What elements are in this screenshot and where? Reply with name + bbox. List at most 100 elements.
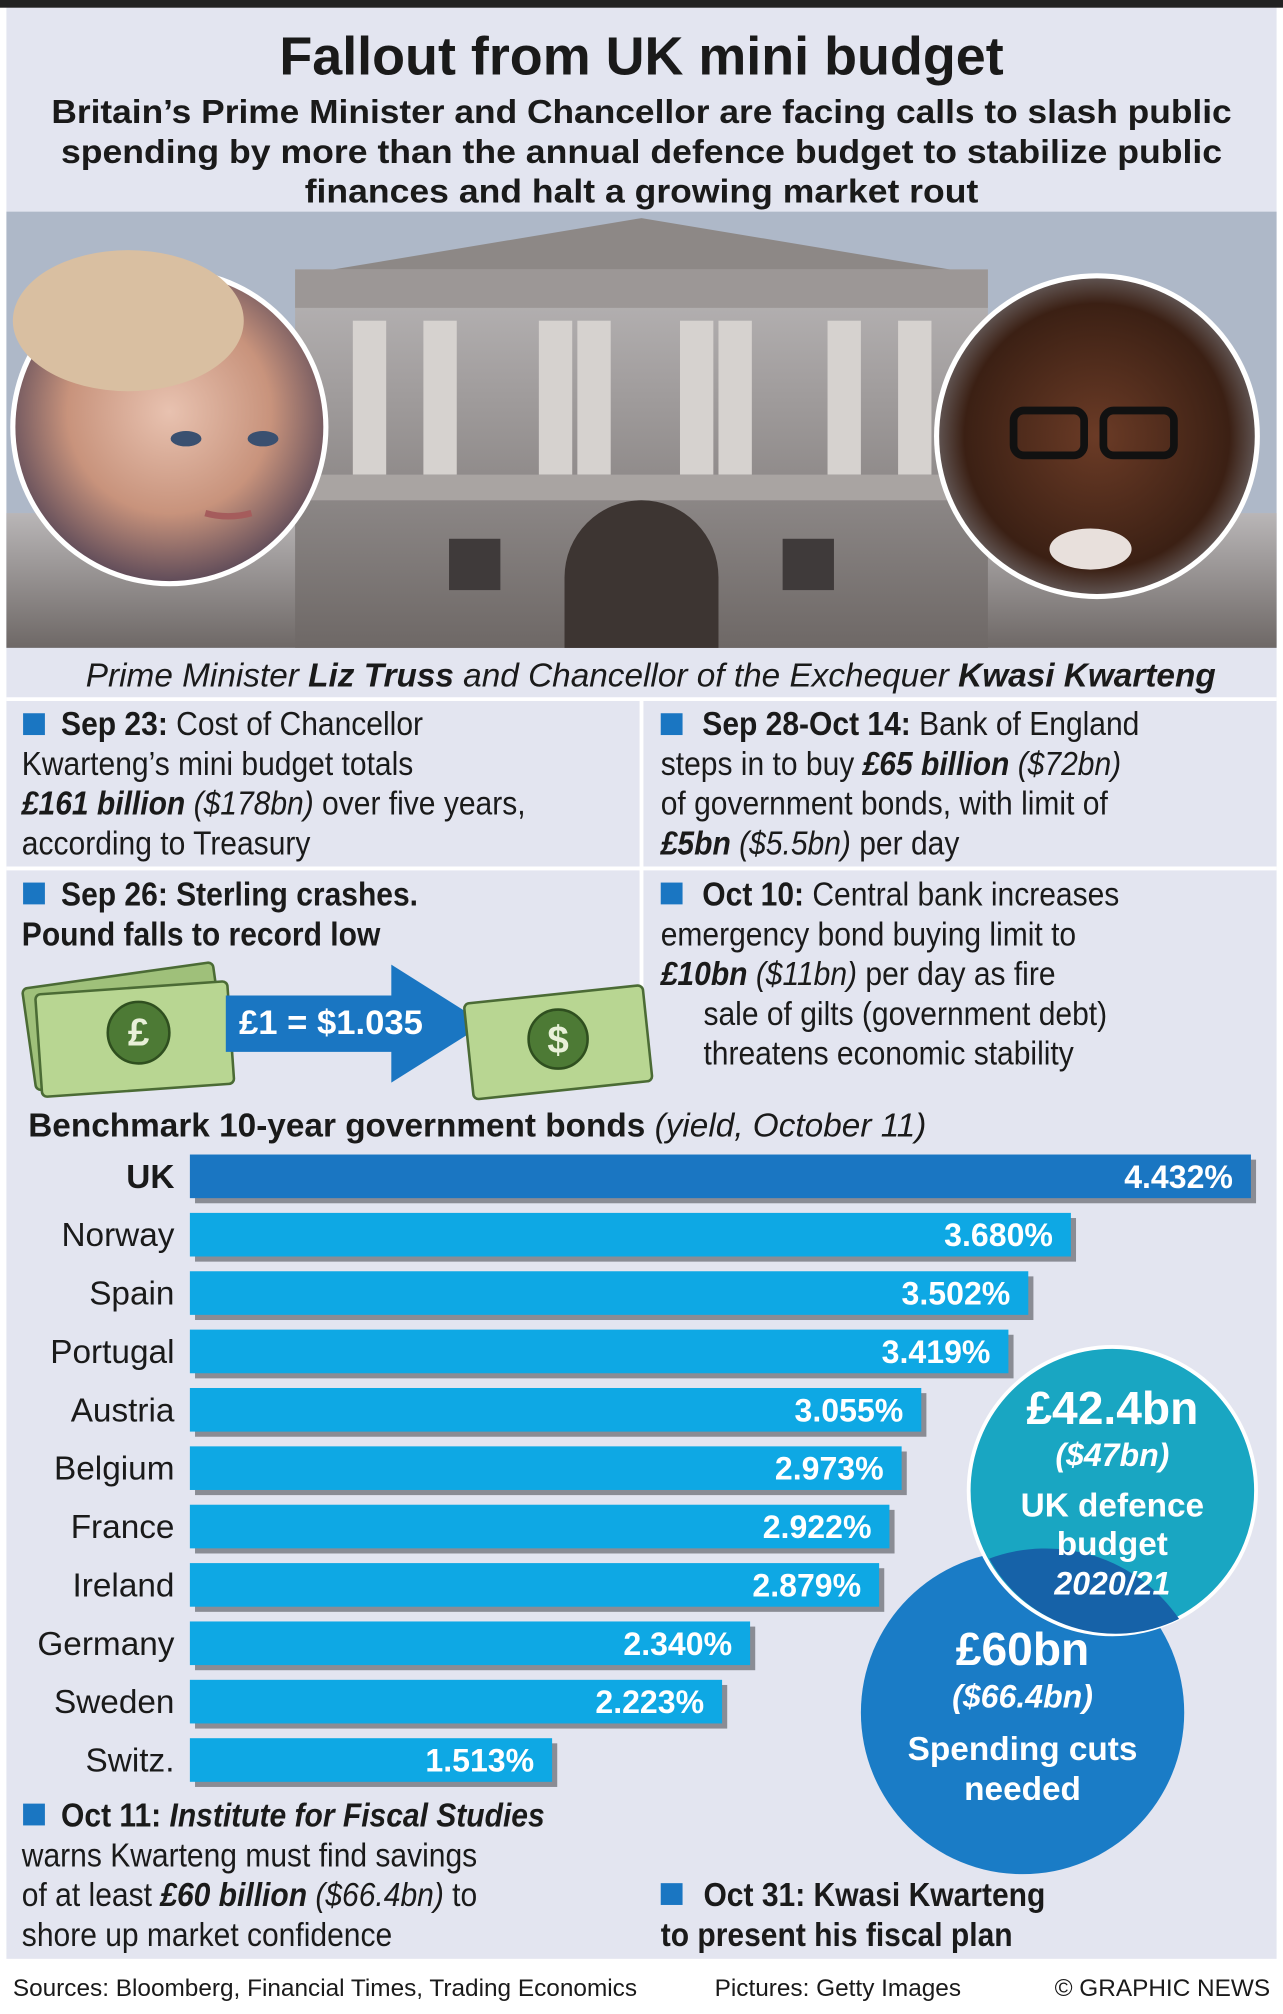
- value-label: 3.502%: [902, 1276, 1011, 1312]
- category-label: Norway: [61, 1217, 174, 1254]
- bar: [189, 1387, 922, 1432]
- category-label: Spain: [89, 1276, 174, 1313]
- text-line: Sep 26: Sterling crashes.: [61, 875, 418, 913]
- bar: [189, 1504, 890, 1549]
- text-block: Oct 10: Central bank increases emergency…: [660, 875, 1120, 1072]
- date: Oct 11:: [61, 1796, 161, 1834]
- dollars: ($66.4bn): [307, 1876, 444, 1914]
- text-line: of government bonds, with limit of: [661, 784, 1108, 822]
- value-label: 2.340%: [623, 1626, 732, 1662]
- text-block: Oct 11: Institute for Fiscal Studies war…: [21, 1796, 545, 1953]
- bubble-amount: £42.4bn: [1026, 1382, 1198, 1434]
- dollars: ($5.5bn): [731, 824, 851, 862]
- text-line: Oct 31: Kwasi Kwarteng: [703, 1876, 1045, 1914]
- category-label: Ireland: [73, 1567, 175, 1604]
- text-block: Oct 31: Kwasi Kwarteng to present his fi…: [661, 1876, 1046, 1954]
- exchange-rate: £1 = $1.035: [239, 1004, 423, 1042]
- value-label: 2.922%: [763, 1509, 872, 1545]
- bar-chart: UK 4.432% Norway 3.680% Spain 3.502% Portugal 3…: [37, 1154, 1257, 1787]
- category-label: France: [71, 1509, 175, 1546]
- sources: Sources: Bloomberg, Financial Times, Tra…: [13, 1975, 637, 2002]
- text-line: threatens economic stability: [703, 1034, 1073, 1072]
- bubble-dollars: ($47bn): [1055, 1437, 1169, 1473]
- footer: [0, 1958, 1283, 2014]
- dollars: ($178bn): [185, 784, 313, 822]
- credit: © GRAPHIC NEWS: [1055, 1975, 1271, 2002]
- bar: [189, 1446, 902, 1490]
- bubble-label: Spending cuts: [908, 1731, 1138, 1768]
- text: to: [444, 1876, 477, 1914]
- text: Bank of England: [911, 705, 1140, 743]
- value-label: 2.973%: [775, 1451, 884, 1487]
- value-label: 2.879%: [752, 1567, 861, 1603]
- caption-text: and Chancellor of the Exchequer: [454, 657, 958, 694]
- text: Central bank increases: [804, 875, 1119, 913]
- dollar-note: $: [463, 984, 654, 1101]
- text: of at least: [22, 1876, 160, 1914]
- amount: £60 billion: [159, 1876, 307, 1914]
- subtitle: spending by more than the annual defence…: [61, 134, 1222, 171]
- photo-caption: Prime Minister Liz Truss and Chancellor …: [39, 657, 1243, 694]
- bubble-label: budget: [1057, 1526, 1168, 1563]
- chart-title: Benchmark 10-year government bonds: [28, 1108, 645, 1145]
- bullet: [660, 882, 683, 905]
- text-line: warns Kwarteng must find savings: [21, 1836, 477, 1874]
- category-label: Portugal: [50, 1334, 174, 1371]
- category-label: Austria: [71, 1392, 175, 1429]
- bullet: [660, 1883, 683, 1905]
- pound-notes: £: [21, 961, 236, 1098]
- amount: £161 billion: [21, 784, 185, 822]
- value-label: 3.419%: [882, 1334, 991, 1370]
- bar: [189, 1679, 723, 1724]
- text-line: sale of gilts (government debt): [703, 994, 1107, 1032]
- subtitle: Britain’s Prime Minister and Chancellor …: [51, 94, 1231, 131]
- text-line: Oct 10: Central bank increases: [702, 875, 1119, 913]
- text: per day: [851, 824, 960, 862]
- text-line: Sep 23: Cost of Chancellor: [61, 705, 423, 743]
- organisation: Institute for Fiscal Studies: [161, 1796, 545, 1834]
- text-line: steps in to buy £65 billion ($72bn): [661, 744, 1121, 782]
- value-label: 4.432%: [1124, 1159, 1233, 1195]
- title: Fallout from UK mini budget: [279, 26, 1003, 86]
- category-label: Germany: [37, 1626, 174, 1663]
- text-block: Sep 28-Oct 14: Bank of England steps in …: [660, 705, 1140, 862]
- amount: £10bn: [660, 955, 748, 993]
- value-label: 1.513%: [425, 1743, 534, 1779]
- text: over five years,: [314, 784, 526, 822]
- bar: [189, 1621, 751, 1666]
- text-block: Sep 23: Cost of Chancellor Kwarteng’s mi…: [21, 705, 526, 862]
- value-label: 3.055%: [795, 1392, 904, 1428]
- bubble-label: UK defence: [1021, 1487, 1204, 1524]
- date: Sep 23:: [61, 705, 168, 743]
- bubbles: £42.4bn ($47bn) UK defence budget 2020/2…: [860, 1345, 1258, 1875]
- amount: £5bn: [660, 824, 731, 862]
- text-block: Sep 26: Sterling crashes. Pound falls to…: [22, 875, 418, 953]
- text-line: Kwarteng’s mini budget totals: [22, 744, 413, 782]
- text-line: shore up market confidence: [22, 1916, 392, 1954]
- pictures: Pictures: Getty Images: [715, 1975, 961, 2002]
- text-line: of at least £60 billion ($66.4bn) to: [22, 1876, 477, 1914]
- bar: [189, 1738, 553, 1782]
- bullet: [23, 882, 45, 905]
- bubble-period: 2020/21: [1053, 1566, 1170, 1602]
- text-line: to present his fiscal plan: [661, 1916, 1013, 1954]
- text: Cost of Chancellor: [168, 705, 424, 743]
- category-label: Belgium: [54, 1451, 174, 1488]
- caption-name: Kwasi Kwarteng: [958, 657, 1216, 694]
- bar: [189, 1154, 1251, 1199]
- text: per day as fire: [857, 955, 1055, 993]
- caption-text: Prime Minister: [86, 657, 308, 694]
- bullet: [23, 1803, 45, 1826]
- amount: £65 billion: [862, 744, 1010, 782]
- bar: [189, 1563, 880, 1607]
- text-line: Sep 28-Oct 14: Bank of England: [702, 705, 1139, 743]
- exchange-arrow: [225, 964, 485, 1083]
- bullet: [23, 713, 45, 736]
- dollars: ($72bn): [1009, 744, 1121, 782]
- chart-subtitle: (yield, October 11): [645, 1108, 926, 1145]
- photo-truss: [10, 250, 329, 587]
- svg-text:$: $: [547, 1019, 568, 1062]
- bar: [189, 1212, 1071, 1257]
- text-line: Oct 11: Institute for Fiscal Studies: [61, 1796, 545, 1834]
